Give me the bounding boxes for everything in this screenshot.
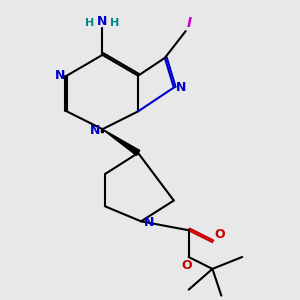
Text: O: O (215, 228, 225, 241)
Polygon shape (102, 129, 140, 155)
Text: N: N (143, 216, 154, 229)
Text: N: N (55, 69, 65, 82)
Text: H: H (110, 18, 120, 28)
Text: N: N (176, 81, 187, 94)
Text: N: N (97, 15, 108, 28)
Text: N: N (90, 124, 100, 137)
Text: I: I (187, 16, 192, 30)
Text: O: O (182, 260, 193, 272)
Text: H: H (85, 18, 94, 28)
